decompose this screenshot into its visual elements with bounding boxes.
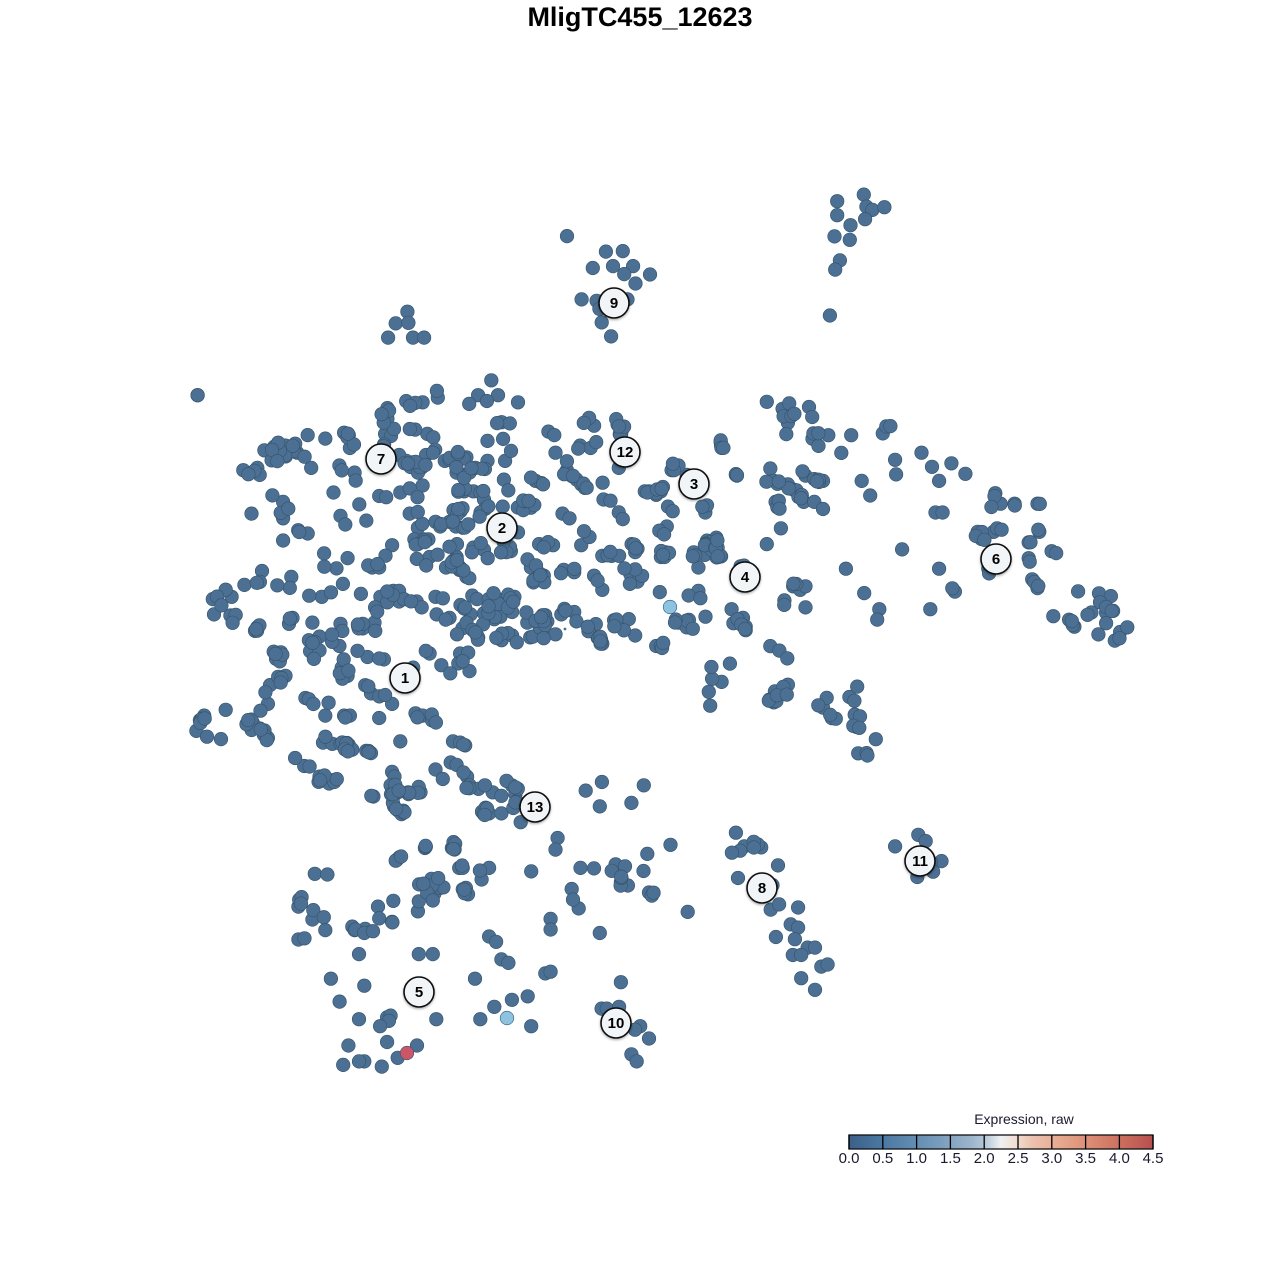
svg-text:3.5: 3.5 bbox=[1075, 1150, 1096, 1167]
svg-text:4.5: 4.5 bbox=[1143, 1150, 1164, 1167]
svg-text:5: 5 bbox=[415, 984, 423, 1001]
svg-text:6: 6 bbox=[992, 551, 1000, 568]
svg-text:4: 4 bbox=[741, 569, 750, 586]
svg-text:3.0: 3.0 bbox=[1041, 1150, 1062, 1167]
svg-text:7: 7 bbox=[377, 451, 385, 468]
svg-text:3: 3 bbox=[690, 476, 698, 493]
svg-text:1.0: 1.0 bbox=[906, 1150, 927, 1167]
svg-text:4.0: 4.0 bbox=[1109, 1150, 1130, 1167]
svg-text:10: 10 bbox=[608, 1015, 625, 1032]
svg-text:2: 2 bbox=[498, 520, 506, 537]
svg-text:11: 11 bbox=[912, 853, 928, 870]
svg-text:13: 13 bbox=[527, 799, 544, 816]
svg-text:Expression, raw: Expression, raw bbox=[974, 1111, 1074, 1127]
svg-text:9: 9 bbox=[610, 295, 618, 312]
svg-text:1: 1 bbox=[401, 670, 409, 687]
svg-text:12: 12 bbox=[617, 444, 634, 461]
svg-text:1.5: 1.5 bbox=[940, 1150, 961, 1167]
svg-text:8: 8 bbox=[758, 880, 766, 897]
svg-text:2.0: 2.0 bbox=[974, 1150, 995, 1167]
svg-text:2.5: 2.5 bbox=[1008, 1150, 1029, 1167]
svg-text:0.5: 0.5 bbox=[872, 1150, 893, 1167]
svg-text:0.0: 0.0 bbox=[839, 1150, 860, 1167]
